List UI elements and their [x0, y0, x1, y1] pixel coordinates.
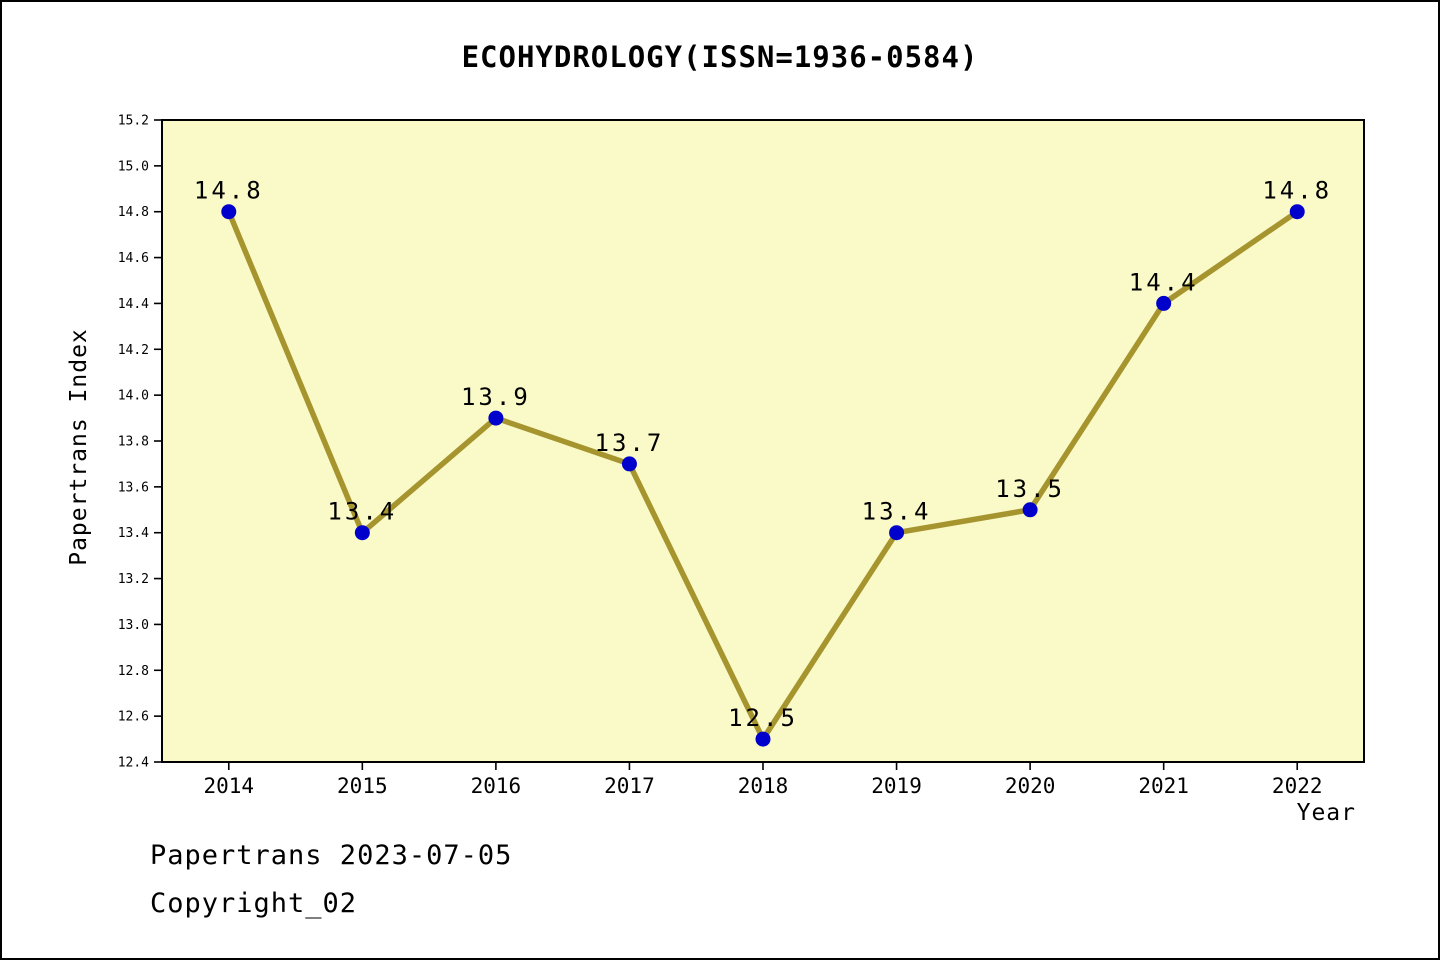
svg-text:13.4: 13.4	[327, 498, 397, 526]
svg-text:13.7: 13.7	[595, 429, 665, 457]
svg-text:2017: 2017	[604, 774, 655, 798]
svg-text:2018: 2018	[738, 774, 789, 798]
svg-text:14.4: 14.4	[118, 297, 149, 312]
svg-text:2016: 2016	[471, 774, 522, 798]
svg-text:12.6: 12.6	[118, 710, 149, 725]
svg-text:12.4: 12.4	[118, 756, 149, 771]
svg-text:14.6: 14.6	[118, 251, 149, 266]
svg-text:13.5: 13.5	[995, 475, 1065, 503]
svg-text:14.8: 14.8	[194, 177, 264, 205]
svg-text:13.9: 13.9	[461, 383, 531, 411]
svg-text:14.8: 14.8	[118, 205, 149, 220]
svg-text:14.2: 14.2	[118, 343, 149, 358]
svg-text:15.0: 15.0	[118, 159, 149, 174]
svg-text:13.6: 13.6	[118, 480, 149, 495]
svg-text:2015: 2015	[337, 774, 388, 798]
svg-text:13.2: 13.2	[118, 572, 149, 587]
svg-text:2022: 2022	[1272, 774, 1323, 798]
svg-text:14.0: 14.0	[118, 389, 149, 404]
footer-source-date: Papertrans 2023-07-05	[150, 840, 513, 871]
svg-text:2021: 2021	[1138, 774, 1189, 798]
footer-copyright: Copyright_02	[150, 888, 358, 919]
svg-text:15.2: 15.2	[118, 114, 149, 129]
svg-text:13.0: 13.0	[118, 618, 149, 633]
svg-text:14.4: 14.4	[1129, 268, 1199, 296]
chart-title: ECOHYDROLOGY(ISSN=1936-0584)	[461, 40, 979, 74]
svg-text:2014: 2014	[203, 774, 254, 798]
svg-text:2019: 2019	[871, 774, 922, 798]
svg-text:13.4: 13.4	[118, 526, 149, 541]
svg-text:12.8: 12.8	[118, 664, 149, 679]
svg-text:2020: 2020	[1005, 774, 1056, 798]
svg-text:13.4: 13.4	[862, 498, 932, 526]
svg-text:14.8: 14.8	[1262, 177, 1332, 205]
svg-text:12.5: 12.5	[728, 704, 798, 732]
x-axis-label: Year	[1296, 800, 1356, 826]
svg-text:13.8: 13.8	[118, 435, 149, 450]
